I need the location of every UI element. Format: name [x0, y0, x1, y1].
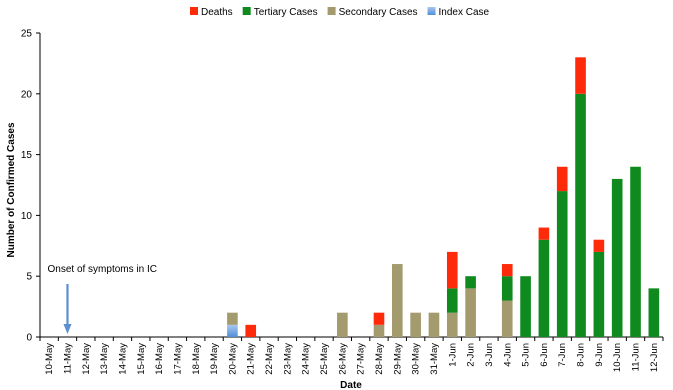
bar-secondary-cases-2-jun — [465, 288, 476, 337]
legend-label-secondary-cases: Secondary Cases — [339, 7, 418, 18]
y-tick-label: 25 — [21, 29, 33, 40]
legend: Deaths Tertiary Cases Secondary Cases Index… — [190, 7, 490, 18]
bar-deaths-21-may — [245, 324, 257, 337]
x-tick-label: 21-May — [246, 343, 257, 375]
bar-deaths-28-may — [373, 312, 385, 325]
legend-swatch-secondary-cases — [327, 7, 336, 15]
x-tick-label: 14-May — [117, 343, 128, 375]
bar-tertiary-cases-7-jun — [556, 191, 568, 337]
x-tick-label: 2-Jun — [466, 343, 477, 367]
x-tick-label: 15-May — [136, 343, 147, 375]
y-tick-label: 15 — [21, 150, 33, 161]
bar-secondary-cases-30-may — [410, 312, 421, 337]
bar-secondary-cases-1-jun — [446, 312, 458, 337]
x-tick-label: 24-May — [301, 343, 312, 375]
x-tick-label: 5-Jun — [521, 343, 532, 367]
x-tick-label: 18-May — [191, 343, 202, 375]
y-axis-label: Number of Confirmed Cases — [6, 122, 17, 257]
y-axis: 0 5 10 15 20 25 — [21, 29, 41, 344]
x-tick-label: 22-May — [264, 343, 275, 375]
y-tick-label: 20 — [21, 89, 33, 100]
legend-swatch-index-case — [427, 7, 436, 15]
x-tick-label: 10-May — [44, 343, 55, 375]
bar-secondary-cases-31-may — [428, 312, 440, 337]
x-tick-label: 25-May — [319, 343, 330, 375]
x-tick-label: 11-Jun — [631, 343, 642, 371]
bar-tertiary-cases-4-jun — [501, 276, 513, 301]
bar-secondary-cases-26-may — [337, 312, 348, 337]
x-tick-label: 26-May — [337, 343, 348, 375]
legend-swatch-tertiary-cases — [242, 7, 251, 15]
annotation: Onset of symptoms in IC — [47, 264, 157, 334]
x-tick-label: 8-Jun — [576, 343, 587, 367]
x-tick-label: 11-May — [62, 343, 73, 374]
bar-tertiary-cases-9-jun — [593, 251, 605, 337]
bar-deaths-1-jun — [446, 251, 458, 289]
x-axis-label: Date — [340, 380, 362, 390]
x-tick-label: 28-May — [374, 343, 385, 375]
x-tick-label: 20-May — [227, 343, 238, 375]
y-tick-label: 5 — [26, 272, 32, 283]
bar-tertiary-cases-5-jun — [520, 276, 531, 337]
x-tick-label: 13-May — [99, 343, 110, 375]
x-tick-label: 12-Jun — [649, 343, 660, 372]
bar-deaths-7-jun — [556, 166, 568, 192]
bar-secondary-cases-20-may — [227, 312, 238, 325]
x-tick-label: 4-Jun — [502, 343, 513, 367]
x-tick-label: 9-Jun — [594, 343, 605, 367]
x-tick-label: 19-May — [209, 343, 220, 375]
bar-secondary-cases-4-jun — [501, 300, 513, 337]
bar-deaths-4-jun — [501, 264, 513, 277]
x-tick-label: 29-May — [392, 343, 403, 375]
legend-label-deaths: Deaths — [201, 7, 233, 18]
bar-deaths-8-jun — [575, 57, 586, 94]
x-tick-label: 17-May — [172, 343, 183, 375]
onset-annotation-text: Onset of symptoms in IC — [47, 264, 156, 275]
x-axis: 10-May 11-May 12-May 13-May 14-May 15-May 16-M… — [39, 336, 664, 375]
x-tick-label: 10-Jun — [612, 343, 623, 372]
x-tick-label: 16-May — [154, 343, 165, 375]
bar-tertiary-cases-10-jun — [611, 178, 623, 337]
bar-tertiary-cases-12-jun — [648, 288, 660, 337]
bar-tertiary-cases-6-jun — [538, 239, 550, 337]
bar-tertiary-cases-1-jun — [446, 288, 458, 313]
x-tick-label: 27-May — [356, 343, 367, 375]
x-tick-label: 1-Jun — [447, 343, 458, 367]
y-tick-label: 0 — [26, 333, 32, 344]
x-tick-label: 3-Jun — [484, 343, 495, 367]
bar-index-case-20-may — [227, 324, 238, 337]
bar-deaths-6-jun — [538, 227, 550, 240]
x-tick-label: 31-May — [429, 343, 440, 375]
x-tick-label: 12-May — [81, 343, 92, 375]
bar-secondary-cases-29-may — [391, 264, 403, 337]
x-tick-label: 30-May — [411, 343, 422, 375]
bar-tertiary-cases-11-jun — [630, 166, 641, 337]
y-tick-label: 10 — [21, 211, 33, 222]
bar-secondary-cases-28-may — [373, 324, 385, 337]
bar-tertiary-cases-8-jun — [575, 93, 586, 337]
onset-arrow-icon — [63, 324, 72, 334]
bar-deaths-9-jun — [593, 239, 605, 252]
x-tick-label: 7-Jun — [557, 343, 568, 367]
legend-label-index-case: Index Case — [439, 7, 490, 18]
x-tick-label: 23-May — [282, 343, 293, 375]
legend-label-tertiary-cases: Tertiary Cases — [254, 7, 318, 18]
bar-tertiary-cases-2-jun — [465, 276, 476, 289]
x-tick-label: 6-Jun — [539, 343, 550, 367]
legend-swatch-deaths — [190, 7, 198, 15]
bars — [227, 57, 660, 337]
